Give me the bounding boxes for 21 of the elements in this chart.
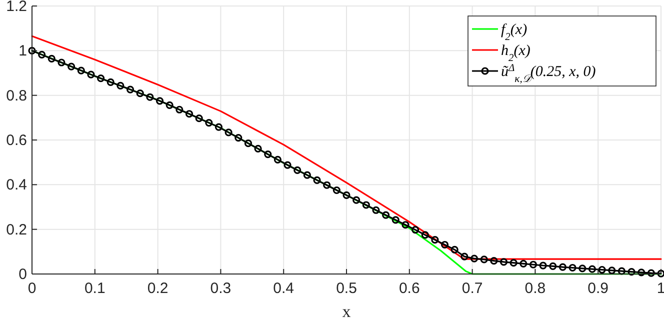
x-tick-label: 0.3 — [210, 280, 232, 297]
y-tick-label: 0.8 — [6, 87, 27, 104]
y-tick-label: 0.4 — [6, 176, 27, 194]
y-tick-label: 0 — [18, 266, 27, 283]
x-axis-title: x — [342, 302, 352, 321]
x-tick-label: 0.8 — [524, 280, 546, 297]
legend-label: h$_{2}$(x) — [501, 43, 530, 64]
x-tick-label: 0.4 — [273, 280, 294, 297]
y-tick-label: 1 — [18, 42, 27, 60]
y-tick-label: 0.2 — [6, 221, 27, 238]
legend-label: ũ$^{Δ}$$_{κ,𝒟}$(0.25, x, 0) — [501, 62, 596, 84]
y-tick-label: 1.2 — [6, 0, 27, 15]
y-tick-label: 0.6 — [6, 132, 27, 149]
x-tick-label: 0.2 — [147, 280, 168, 297]
x-tick-label: 0.9 — [588, 280, 609, 297]
x-tick-label: 0.6 — [398, 280, 420, 297]
legend-label: f$_{2}$(x) — [501, 22, 528, 42]
x-tick-label: 0.5 — [336, 280, 357, 297]
x-tick-label: 0.7 — [462, 280, 483, 297]
x-tick-label: 1 — [656, 280, 664, 297]
x-tick-label: 0.1 — [84, 280, 106, 297]
